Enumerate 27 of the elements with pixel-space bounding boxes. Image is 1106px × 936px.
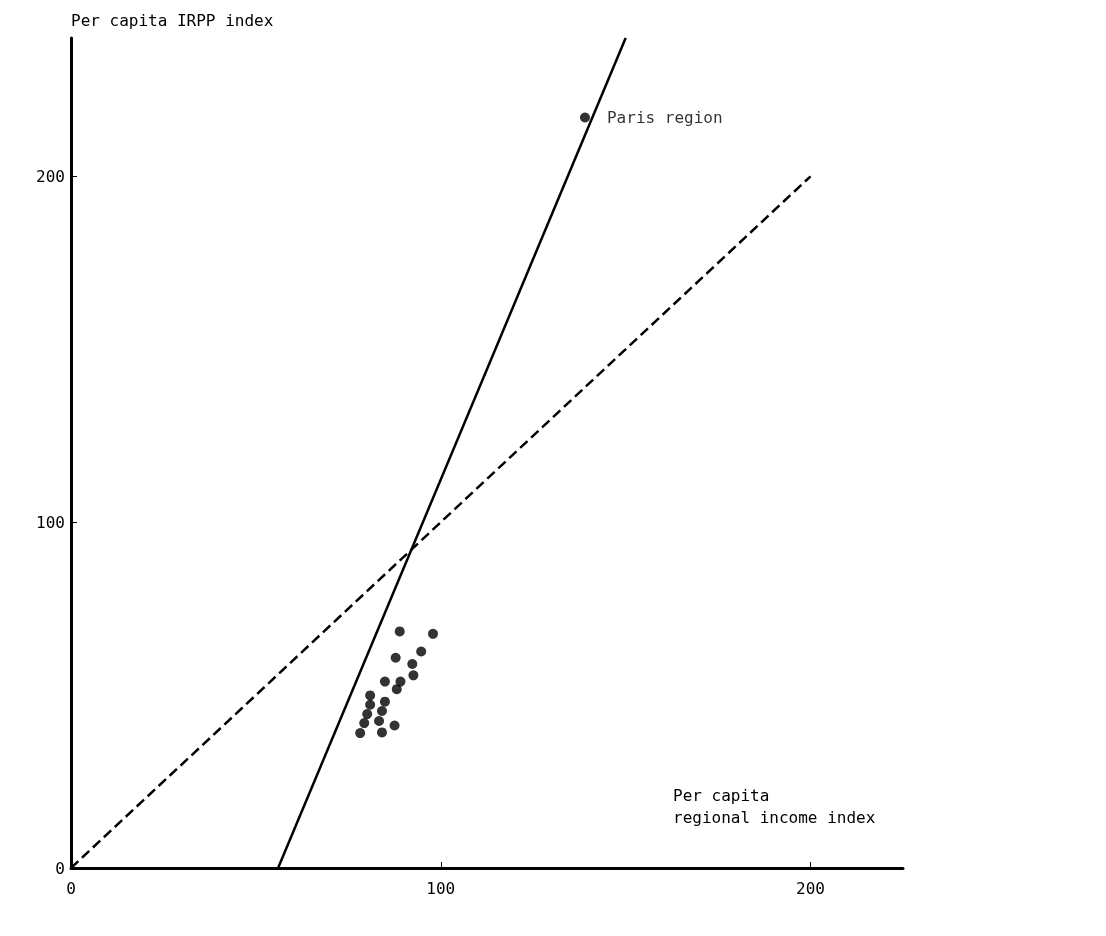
- x-axis-title: Per capita regional income index: [673, 785, 876, 827]
- point: [428, 628, 439, 639]
- point: [408, 670, 419, 681]
- x-tick-label: 100: [426, 878, 456, 898]
- point: [416, 646, 427, 657]
- point: [389, 720, 400, 731]
- point: [362, 709, 373, 720]
- point: [407, 658, 418, 669]
- point: [355, 728, 366, 739]
- y-tick-label: 0: [55, 858, 65, 878]
- point: [394, 626, 405, 637]
- point: [379, 696, 390, 707]
- point: [376, 705, 387, 716]
- point: [359, 718, 370, 729]
- point: [390, 652, 401, 663]
- x-tick-label: 200: [796, 878, 826, 898]
- y-tick-label: 200: [36, 166, 65, 186]
- point: [376, 727, 387, 738]
- point: [391, 684, 402, 695]
- y-axis-title: Per capita IRPP index: [71, 10, 274, 30]
- y-tick-label: 100: [36, 512, 65, 532]
- point: [374, 716, 385, 727]
- point: [379, 676, 390, 687]
- point: [580, 112, 590, 123]
- point: [365, 699, 376, 710]
- point: [365, 690, 376, 701]
- annotation: Paris region: [606, 108, 723, 128]
